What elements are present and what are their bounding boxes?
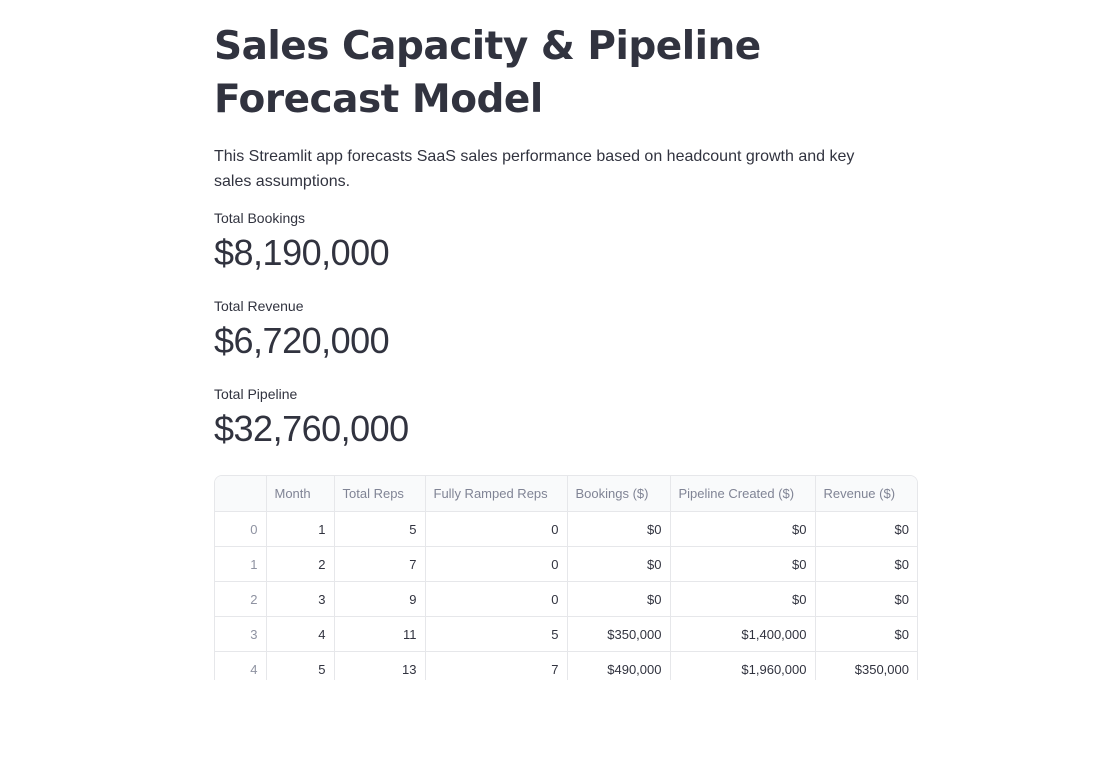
- column-header-month[interactable]: Month: [266, 476, 335, 512]
- metric-label: Total Bookings: [214, 210, 306, 226]
- table-cell[interactable]: 7: [334, 546, 426, 582]
- row-index: 1: [215, 546, 267, 582]
- metric-value: $8,190,000: [214, 232, 390, 273]
- table-cell[interactable]: $0: [815, 511, 917, 547]
- table-row: 3 4 11 5 $350,000 $1,400,000 $0: [215, 616, 917, 652]
- table-cell[interactable]: $0: [567, 511, 671, 547]
- table-row: 0 1 5 0 $0 $0 $0: [215, 511, 917, 547]
- table-row: 4 5 13 7 $490,000 $1,960,000 $350,000: [215, 651, 917, 680]
- column-header-fully-ramped-reps[interactable]: Fully Ramped Reps: [425, 476, 568, 512]
- metric-total-pipeline: Total Pipeline $32,760,000: [214, 384, 918, 454]
- table-cell[interactable]: $0: [815, 581, 917, 617]
- table-cell[interactable]: $1,400,000: [670, 616, 816, 652]
- table-cell[interactable]: $350,000: [815, 651, 917, 680]
- table-cell[interactable]: $0: [670, 546, 816, 582]
- table-cell[interactable]: $490,000: [567, 651, 671, 680]
- metric-value: $32,760,000: [214, 408, 409, 449]
- table-cell[interactable]: $0: [670, 511, 816, 547]
- table-cell[interactable]: $0: [567, 581, 671, 617]
- table-cell[interactable]: 11: [334, 616, 426, 652]
- table-cell[interactable]: 5: [266, 651, 335, 680]
- table-cell[interactable]: 13: [334, 651, 426, 680]
- table-cell[interactable]: 4: [266, 616, 335, 652]
- table-cell[interactable]: $0: [815, 616, 917, 652]
- page-description: This Streamlit app forecasts SaaS sales …: [214, 148, 855, 190]
- column-header-revenue[interactable]: Revenue ($): [815, 476, 917, 512]
- table-cell[interactable]: 2: [266, 546, 335, 582]
- table-cell[interactable]: 0: [425, 511, 568, 547]
- table-cell[interactable]: 5: [425, 616, 568, 652]
- column-header-total-reps[interactable]: Total Reps: [334, 476, 426, 512]
- row-index: 0: [215, 511, 267, 547]
- table-row: 2 3 9 0 $0 $0 $0: [215, 581, 917, 617]
- metric-total-revenue: Total Revenue $6,720,000: [214, 296, 918, 366]
- table-cell[interactable]: 9: [334, 581, 426, 617]
- table-header-row: Month Total Reps Fully Ramped Reps Booki…: [215, 476, 917, 512]
- column-header-pipeline-created[interactable]: Pipeline Created ($): [670, 476, 816, 512]
- table-row: 1 2 7 0 $0 $0 $0: [215, 546, 917, 582]
- table-cell[interactable]: $0: [670, 581, 816, 617]
- table-cell[interactable]: $0: [567, 546, 671, 582]
- row-index: 2: [215, 581, 267, 617]
- forecast-dataframe[interactable]: Month Total Reps Fully Ramped Reps Booki…: [214, 475, 918, 680]
- table-cell[interactable]: 3: [266, 581, 335, 617]
- row-index: 3: [215, 616, 267, 652]
- metric-value: $6,720,000: [214, 320, 390, 361]
- table-cell[interactable]: 1: [266, 511, 335, 547]
- main-content: Sales Capacity & Pipeline Forecast Model…: [214, 0, 918, 454]
- metric-label: Total Pipeline: [214, 386, 298, 402]
- table-cell[interactable]: 0: [425, 581, 568, 617]
- row-index: 4: [215, 651, 267, 680]
- metric-label: Total Revenue: [214, 298, 304, 314]
- page-title: Sales Capacity & Pipeline Forecast Model: [214, 24, 761, 122]
- table-cell[interactable]: $350,000: [567, 616, 671, 652]
- table-cell[interactable]: $0: [815, 546, 917, 582]
- metric-total-bookings: Total Bookings $8,190,000: [214, 208, 918, 278]
- table-cell[interactable]: $1,960,000: [670, 651, 816, 680]
- column-header-index[interactable]: [215, 476, 267, 512]
- table-cell[interactable]: 5: [334, 511, 426, 547]
- forecast-table: Month Total Reps Fully Ramped Reps Booki…: [215, 476, 917, 680]
- table-cell[interactable]: 7: [425, 651, 568, 680]
- column-header-bookings[interactable]: Bookings ($): [567, 476, 671, 512]
- table-cell[interactable]: 0: [425, 546, 568, 582]
